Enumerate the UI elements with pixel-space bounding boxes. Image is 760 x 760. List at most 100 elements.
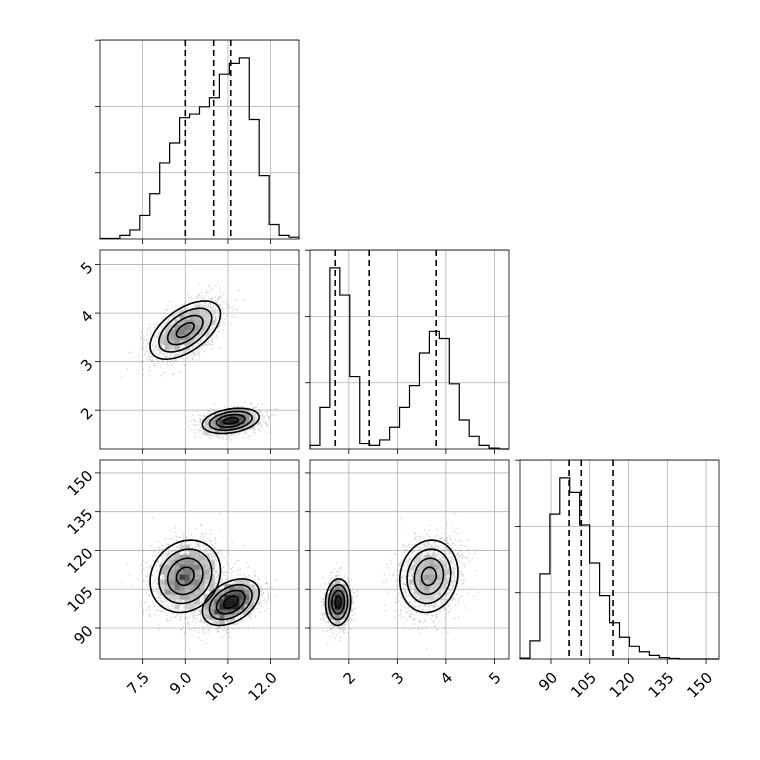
density-cell: [159, 334, 165, 340]
density-cell: [239, 579, 245, 585]
density-cell: [244, 409, 250, 415]
tick-label-x: 9.0: [166, 669, 196, 699]
density-cell: [234, 579, 240, 585]
density-cell: [189, 309, 195, 315]
density-cell: [414, 589, 420, 595]
density-cell: [434, 574, 440, 580]
density-cell: [189, 324, 195, 330]
density-cell: [254, 589, 260, 595]
density-cell: [184, 579, 190, 585]
density-cell: [244, 609, 250, 615]
panel-frame: [519, 459, 720, 660]
density-cell: [209, 609, 215, 615]
density-cell: [434, 589, 440, 595]
contour-mode-1: [215, 589, 246, 615]
density-cell: [414, 554, 420, 560]
density-cell: [204, 319, 210, 325]
density-cell: [194, 549, 200, 555]
density-cell: [334, 584, 341, 590]
density-cell: [219, 429, 225, 435]
density-cell: [209, 584, 215, 590]
density-cell: [444, 569, 450, 575]
tick-label-y: 135: [64, 506, 97, 539]
density-cell: [434, 559, 440, 565]
density-cell: [439, 559, 445, 565]
tick-label-x: 7.5: [123, 669, 153, 699]
density-cell: [174, 554, 180, 560]
density-cell: [164, 594, 170, 600]
density-cell: [219, 609, 225, 615]
contour-mode-0: [398, 539, 459, 614]
density-cell: [214, 429, 220, 435]
density-cell: [189, 554, 195, 560]
panel-1-0: 2 3 4 5: [77, 249, 300, 454]
density-cell: [219, 604, 225, 610]
density-cell: [334, 619, 341, 625]
density-cell: [159, 569, 165, 575]
density-cell: [209, 564, 215, 570]
contour-mode-0: [413, 557, 445, 596]
density-cell: [334, 589, 341, 595]
density-cell: [184, 554, 190, 560]
density-cell: [204, 614, 210, 620]
density-cell: [169, 569, 175, 575]
histogram-step: [519, 477, 719, 660]
density-cell: [174, 564, 180, 570]
density-cell: [429, 584, 435, 590]
density-cell: [229, 419, 235, 425]
density-cell: [184, 569, 190, 575]
tick-label-y: 105: [64, 583, 97, 616]
tick-label-x: 2: [340, 669, 359, 688]
density-cell: [184, 544, 190, 550]
density-cell: [199, 584, 205, 590]
density-cell: [204, 579, 210, 585]
density-cell: [169, 589, 175, 595]
density-cell: [234, 424, 240, 430]
density-cell: [329, 584, 336, 590]
panel-content: [121, 281, 277, 441]
density-cell: [339, 609, 346, 615]
density-cell: [214, 414, 220, 420]
density-cell: [339, 604, 346, 610]
density-cell: [179, 594, 185, 600]
contour-mode-0: [149, 539, 222, 614]
density-cell: [169, 559, 175, 565]
density-cell: [159, 584, 165, 590]
histogram-step: [309, 267, 509, 450]
density-cell: [419, 589, 425, 595]
contour-mode-0: [149, 300, 222, 361]
density-cell: [204, 609, 210, 615]
contour-mode-0: [406, 548, 452, 605]
density-cell: [429, 569, 435, 575]
density-cell: [229, 589, 235, 595]
density-cell: [414, 559, 420, 565]
panel-content: [121, 513, 277, 650]
density-cell: [244, 424, 250, 430]
density-cell: [194, 564, 200, 570]
contour-mode-0: [166, 314, 204, 346]
density-cell: [199, 579, 205, 585]
density-cell: [189, 564, 195, 570]
density-cell: [189, 319, 195, 325]
density-cell: [164, 559, 170, 565]
density-cell: [169, 584, 175, 590]
density-cell: [189, 584, 195, 590]
density-cell: [169, 574, 175, 580]
density-cell: [239, 584, 245, 590]
density-cell: [339, 599, 346, 605]
density-cell: [174, 324, 180, 330]
density-cell: [214, 619, 220, 625]
contour-mode-1: [222, 416, 239, 425]
density-cell: [169, 579, 175, 585]
density-cell: [179, 569, 185, 575]
density-cell: [204, 314, 210, 320]
tick-label-y: 4: [77, 307, 96, 326]
density-cell: [189, 329, 195, 335]
density-cell: [204, 559, 210, 565]
density-cell: [184, 584, 190, 590]
density-cell: [249, 419, 255, 425]
density-cell: [229, 584, 235, 590]
density-cell: [429, 594, 435, 600]
density-cell: [214, 609, 220, 615]
